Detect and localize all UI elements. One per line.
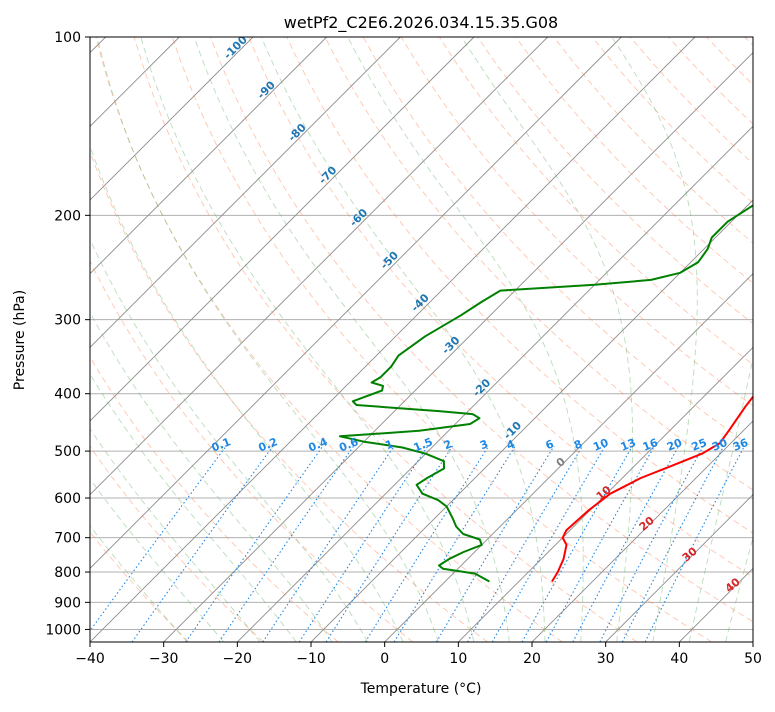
x-tick-label: 10 (449, 651, 467, 667)
y-tick-label: 500 (54, 444, 81, 460)
y-axis-label: Pressure (hPa) (12, 290, 28, 390)
x-tick-label: −30 (149, 651, 179, 667)
y-tick-label: 400 (54, 387, 81, 403)
y-tick-label: 600 (54, 491, 81, 507)
y-tick-label: 700 (54, 531, 81, 547)
chart-title: wetPf2_C2E6.2026.034.15.35.G08 (284, 13, 558, 33)
x-tick-label: 30 (597, 651, 615, 667)
y-tick-label: 1000 (45, 622, 81, 638)
y-tick-label: 200 (54, 208, 81, 224)
x-tick-label: 0 (380, 651, 389, 667)
x-axis-label: Temperature (°C) (360, 681, 482, 697)
x-tick-label: 20 (523, 651, 541, 667)
x-tick-label: 50 (744, 651, 762, 667)
x-tick-label: −40 (75, 651, 105, 667)
y-tick-label: 900 (54, 595, 81, 611)
x-tick-label: 40 (670, 651, 688, 667)
x-tick-label: −20 (223, 651, 253, 667)
y-tick-label: 300 (54, 313, 81, 329)
y-tick-label: 100 (54, 30, 81, 46)
x-tick-label: −10 (296, 651, 326, 667)
y-tick-label: 800 (54, 565, 81, 581)
